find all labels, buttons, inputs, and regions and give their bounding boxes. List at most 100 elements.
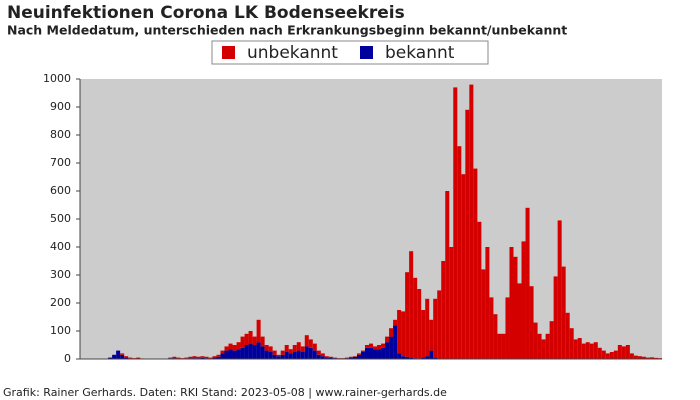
bar-segment — [348, 356, 353, 358]
bar-segment — [409, 251, 414, 358]
bar-segment — [220, 350, 225, 354]
bar-segment — [172, 356, 177, 359]
bar-segment — [633, 355, 638, 359]
y-tick-label: 0 — [64, 352, 71, 365]
y-tick-label: 900 — [50, 100, 71, 113]
bar-segment — [328, 356, 333, 358]
bar-segment — [429, 319, 434, 351]
bar-segment — [224, 346, 229, 351]
y-tick-label: 600 — [50, 184, 71, 197]
bar-segment — [176, 357, 181, 359]
bar-segment — [609, 352, 614, 359]
bar-segment — [364, 347, 369, 359]
bar-segment — [356, 353, 361, 355]
bar-segment — [136, 357, 141, 359]
legend-swatch — [222, 46, 235, 59]
bar-segment — [469, 84, 474, 359]
bar-segment — [529, 286, 534, 359]
bar-segment — [601, 350, 606, 359]
bar-segment — [641, 356, 646, 359]
bar-segment — [373, 346, 378, 350]
bar-segment — [276, 354, 281, 357]
bar-segment — [196, 356, 201, 359]
bar-segment — [497, 333, 502, 359]
bar-segment — [453, 87, 458, 360]
bar-segment — [272, 350, 277, 355]
bar-segment — [308, 347, 313, 359]
bar-segment — [200, 356, 205, 358]
bar-segment — [316, 350, 321, 355]
bar-segment — [220, 353, 225, 359]
bar-segment — [268, 352, 273, 359]
bar-segment — [312, 350, 317, 359]
bar-segment — [332, 357, 337, 359]
y-tick-label: 400 — [50, 240, 71, 253]
bar-segment — [320, 353, 325, 357]
bar-segment — [413, 277, 418, 359]
bar-segment — [352, 356, 357, 359]
bar-segment — [328, 357, 333, 359]
y-tick-label: 300 — [50, 268, 71, 281]
bar-segment — [288, 349, 293, 354]
bar-segment — [553, 276, 558, 359]
bar-segment — [593, 342, 598, 359]
bar-segment — [296, 350, 301, 359]
bar-segment — [625, 345, 630, 359]
bar-segment — [308, 339, 313, 348]
bar-segment — [288, 353, 293, 359]
bar-segment — [493, 314, 498, 359]
bar-segment — [537, 333, 542, 359]
bar-segment — [272, 354, 277, 359]
bar-segment — [405, 356, 410, 359]
bar-segment — [405, 272, 410, 357]
bar-segment — [397, 310, 402, 354]
bar-segment — [120, 353, 125, 355]
bar-segment — [228, 349, 233, 359]
bar-segment — [284, 352, 289, 359]
bar-segment — [224, 350, 229, 359]
bar-segment — [393, 325, 398, 359]
bar-segment — [525, 207, 530, 359]
bar-segment — [485, 247, 490, 359]
bar-segment — [232, 345, 237, 351]
bar-segment — [589, 343, 594, 359]
legend-swatch — [360, 46, 373, 59]
bar-segment — [449, 247, 454, 359]
bar-segment — [280, 354, 285, 359]
bar-segment — [541, 339, 546, 359]
bar-segment — [352, 356, 357, 357]
bar-segment — [377, 345, 382, 350]
bar-segment — [212, 356, 217, 358]
bar-segment — [280, 350, 285, 355]
bar-segment — [381, 347, 386, 359]
bar-segment — [637, 356, 642, 359]
bar-segment — [513, 256, 518, 359]
bar-segment — [433, 298, 438, 358]
bar-segment — [360, 352, 365, 359]
bar-segment — [545, 333, 550, 359]
chart-subtitle: Nach Meldedatum, unterschieden nach Erkr… — [7, 23, 567, 38]
bar-segment — [284, 345, 289, 352]
bar-segment — [585, 342, 590, 359]
bar-segment — [256, 319, 261, 343]
bar-segment — [565, 312, 570, 359]
bar-segment — [252, 345, 257, 359]
bar-segment — [300, 352, 305, 359]
bar-segment — [489, 297, 494, 359]
bar-segment — [441, 261, 446, 359]
bar-segment — [457, 146, 462, 359]
bar-segment — [373, 349, 378, 359]
footer: Grafik: Rainer Gerhards. Daten: RKI Stan… — [3, 386, 447, 399]
y-tick-label: 100 — [50, 324, 71, 337]
bar-segment — [521, 241, 526, 359]
bar-segment — [184, 357, 189, 359]
legend-label: unbekannt — [247, 43, 338, 63]
y-tick-label: 200 — [50, 296, 71, 309]
bar-segment — [244, 333, 249, 345]
bar-segment — [557, 220, 562, 359]
bar-segment — [304, 346, 309, 359]
bar-segment — [344, 357, 349, 359]
bar-segment — [300, 346, 305, 352]
bar-segment — [389, 336, 394, 359]
bar-segment — [581, 343, 586, 359]
